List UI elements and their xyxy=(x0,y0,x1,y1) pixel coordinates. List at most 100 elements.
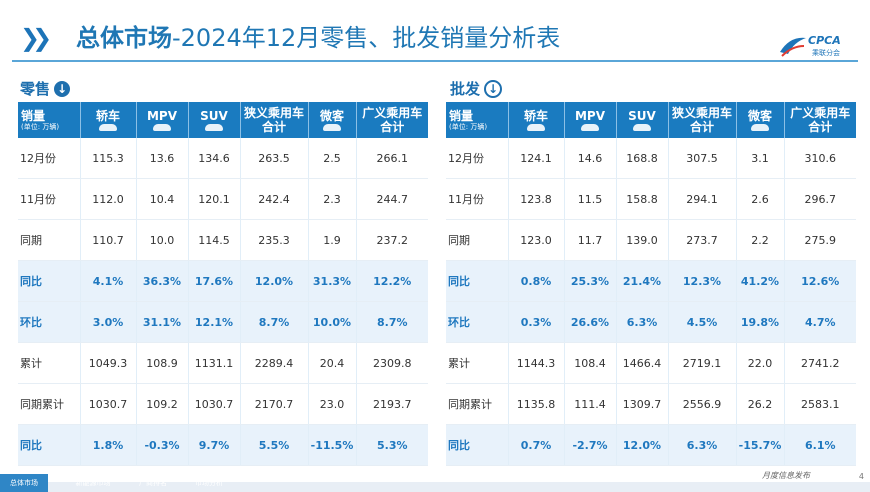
table-cell: 1049.3 xyxy=(79,342,136,384)
table-cell: 110.7 xyxy=(79,219,136,261)
title-bold: 总体市场 xyxy=(76,24,172,52)
logo-swoosh-icon xyxy=(780,37,806,57)
table-cell: 23.0 xyxy=(307,383,356,425)
table-cell: 12月份 xyxy=(18,138,80,179)
table-cell: 5.3% xyxy=(355,424,428,466)
table-cell: 25.3% xyxy=(563,260,616,302)
footer-tab-ranking[interactable]: 厂商排名 xyxy=(139,479,167,487)
table-cell: 1309.7 xyxy=(615,383,668,425)
table-cell: 11月份 xyxy=(446,178,508,220)
table-cell: 4.5% xyxy=(667,301,736,343)
table-cell: 12.6% xyxy=(783,260,856,302)
table-cell: 134.6 xyxy=(187,138,240,179)
table-row: 同期 110.7 10.0 114.5 235.3 1.9 237.2 xyxy=(18,219,428,261)
table-cell: 8.7% xyxy=(355,301,428,343)
table-cell: 17.6% xyxy=(187,260,240,302)
table-cell: 同比 xyxy=(18,260,80,302)
table-cell: 1.9 xyxy=(307,219,356,261)
table-cell: 1.8% xyxy=(79,424,136,466)
table-cell: 2.3 xyxy=(307,178,356,220)
table-cell: 111.4 xyxy=(563,383,616,425)
table-cell: 2289.4 xyxy=(239,342,308,384)
table-cell: 242.4 xyxy=(239,178,308,220)
table-cell: 26.6% xyxy=(563,301,616,343)
table-cell: 310.6 xyxy=(783,138,856,179)
table-cell: 2719.1 xyxy=(667,342,736,384)
footer-tab-overall[interactable]: 总体市场 xyxy=(0,474,48,492)
table-cell: 235.3 xyxy=(239,219,308,261)
header-sales: 销量 (单位: 万辆) xyxy=(446,102,508,138)
table-cell: 22.0 xyxy=(735,342,784,384)
title-divider xyxy=(12,60,858,62)
table-cell: 4.1% xyxy=(79,260,136,302)
table-cell: 2.2 xyxy=(735,219,784,261)
table-cell: 2556.9 xyxy=(667,383,736,425)
table-cell: 273.7 xyxy=(667,219,736,261)
footer-tab-nev[interactable]: 新能源市场 xyxy=(75,479,111,487)
table-cell: 12.1% xyxy=(187,301,240,343)
table-cell: 12.2% xyxy=(355,260,428,302)
table-header-row: 销量 (单位: 万辆) 轿车 MPV SUV 狭义乘用车 合计 微客 广义乘用车 合计 xyxy=(18,102,428,138)
table-cell: 266.1 xyxy=(355,138,428,179)
table-cell: 0.3% xyxy=(507,301,564,343)
table-cell: 124.1 xyxy=(507,138,564,179)
table-cell: 26.2 xyxy=(735,383,784,425)
table-cell: -11.5% xyxy=(307,424,356,466)
table-cell: 同比 xyxy=(446,260,508,302)
table-cell: 2583.1 xyxy=(783,383,856,425)
table-cell: 2170.7 xyxy=(239,383,308,425)
table-cell: 1144.3 xyxy=(507,342,564,384)
down-arrow-icon: ↓ xyxy=(484,79,503,98)
header-broad-total: 广义乘用车 合计 xyxy=(783,102,856,138)
table-cell: 31.1% xyxy=(135,301,188,343)
table-cell: 2193.7 xyxy=(355,383,428,425)
table-cell: 168.8 xyxy=(615,138,668,179)
table-cell: 12.0% xyxy=(239,260,308,302)
table-row-highlight: 同比 0.7% -2.7% 12.0% 6.3% -15.7% 6.1% xyxy=(446,424,856,466)
table-cell: 112.0 xyxy=(79,178,136,220)
sedan-icon xyxy=(99,124,117,131)
table-cell: 1030.7 xyxy=(187,383,240,425)
footer-tab-analysis[interactable]: 市场分析 xyxy=(195,479,223,487)
table-cell: 8.7% xyxy=(239,301,308,343)
table-cell: 2.5 xyxy=(307,138,356,179)
table-row: 12月份 124.1 14.6 168.8 307.5 3.1 310.6 xyxy=(446,138,856,179)
suv-icon xyxy=(633,124,651,131)
table-cell: 同比 xyxy=(18,424,80,466)
footer: 总体市场 新能源市场 厂商排名 市场分析 月度信息发布 4 xyxy=(0,471,870,492)
header-broad-total: 广义乘用车 合计 xyxy=(355,102,428,138)
table-cell: 139.0 xyxy=(615,219,668,261)
table-cell: 1131.1 xyxy=(187,342,240,384)
table-cell: 环比 xyxy=(18,301,80,343)
table-cell: 2741.2 xyxy=(783,342,856,384)
table-cell: 41.2% xyxy=(735,260,784,302)
table-cell: 21.4% xyxy=(615,260,668,302)
table-cell: 10.0 xyxy=(135,219,188,261)
page-number: 4 xyxy=(858,472,864,481)
header-narrow-total: 狭义乘用车 合计 xyxy=(667,102,736,138)
retail-section-label: 零售 ↓ xyxy=(20,78,71,99)
table-row-highlight: 环比 0.3% 26.6% 6.3% 4.5% 19.8% 4.7% xyxy=(446,301,856,343)
table-cell: 237.2 xyxy=(355,219,428,261)
page-title: 总体市场-2024年12月零售、批发销量分析表 xyxy=(76,24,560,52)
table-cell: 同期 xyxy=(446,219,508,261)
header-narrow-total: 狭义乘用车 合计 xyxy=(239,102,308,138)
header-sedan: 轿车 xyxy=(79,102,136,138)
mpv-icon xyxy=(581,124,599,131)
table-cell: 同期累计 xyxy=(18,383,80,425)
table-row: 同期累计 1135.8 111.4 1309.7 2556.9 26.2 2583.1 xyxy=(446,383,856,425)
table-cell: 9.7% xyxy=(187,424,240,466)
table-cell: 123.8 xyxy=(507,178,564,220)
table-cell: 114.5 xyxy=(187,219,240,261)
table-cell: 3.0% xyxy=(79,301,136,343)
table-cell: 2309.8 xyxy=(355,342,428,384)
table-row: 累计 1049.3 108.9 1131.1 2289.4 20.4 2309.8 xyxy=(18,342,428,384)
header-sales: 销量 (单位: 万辆) xyxy=(18,102,80,138)
table-cell: 158.8 xyxy=(615,178,668,220)
table-cell: 0.7% xyxy=(507,424,564,466)
table-row-highlight: 同比 0.8% 25.3% 21.4% 12.3% 41.2% 12.6% xyxy=(446,260,856,302)
header-mpv: MPV xyxy=(563,102,616,138)
table-cell: -15.7% xyxy=(735,424,784,466)
logo-text: CPCA xyxy=(808,34,841,47)
table-cell: 12.0% xyxy=(615,424,668,466)
